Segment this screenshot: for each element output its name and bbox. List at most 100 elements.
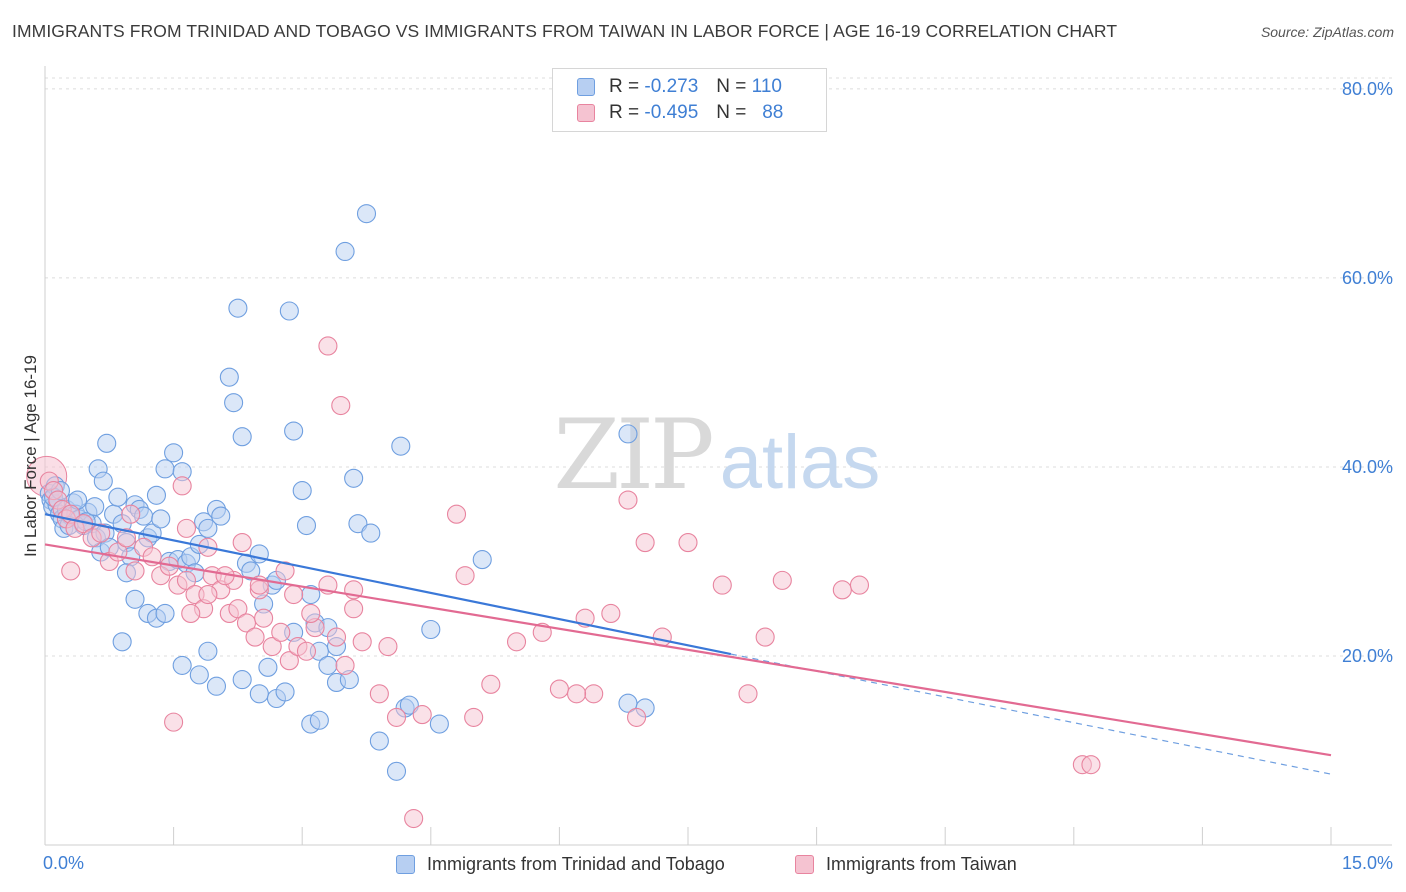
y-tick-label: 80.0% — [1342, 79, 1393, 99]
point-trinidad — [189, 665, 209, 685]
point-trinidad — [296, 515, 317, 536]
point-taiwan — [254, 608, 274, 628]
legend-swatch-taiwan — [577, 104, 595, 122]
point-taiwan — [331, 395, 351, 416]
point-taiwan — [1081, 755, 1101, 775]
correlation-legend: R = -0.273 N = 110 R = -0.495 N = 88 — [552, 68, 827, 132]
point-taiwan — [279, 651, 299, 671]
point-taiwan — [549, 679, 569, 699]
point-trinidad — [97, 433, 117, 453]
point-trinidad — [292, 481, 312, 501]
bottom-legend-swatch-taiwan — [795, 854, 814, 874]
point-taiwan — [121, 504, 141, 524]
point-taiwan — [271, 622, 291, 642]
point-taiwan — [635, 533, 655, 553]
point-taiwan — [318, 336, 338, 356]
point-taiwan — [228, 599, 248, 619]
point-taiwan — [181, 603, 201, 623]
point-taiwan — [532, 622, 552, 642]
bottom-legend-taiwan: Immigrants from Taiwan — [795, 852, 1017, 876]
point-taiwan — [678, 533, 698, 553]
legend-n-value: 88 — [762, 102, 784, 123]
point-trinidad — [391, 436, 411, 456]
point-trinidad — [146, 485, 167, 505]
point-taiwan — [412, 705, 432, 725]
point-trinidad — [399, 695, 419, 715]
point-trinidad — [472, 550, 492, 570]
point-trinidad — [284, 421, 304, 441]
legend-r-value: -0.495 — [644, 102, 699, 123]
point-trinidad — [232, 670, 252, 690]
point-trinidad — [369, 731, 389, 751]
legend-swatch-trinidad — [577, 78, 595, 96]
trend-lines — [44, 513, 1332, 775]
point-taiwan — [464, 707, 484, 727]
point-taiwan — [232, 533, 252, 553]
point-taiwan — [262, 636, 282, 657]
point-taiwan — [125, 561, 145, 581]
point-taiwan — [386, 707, 407, 727]
point-taiwan — [652, 627, 672, 647]
point-trinidad — [249, 684, 269, 704]
point-taiwan — [296, 641, 317, 661]
point-taiwan — [481, 674, 501, 694]
point-taiwan — [618, 490, 638, 510]
bottom-legend-label-trinidad: Immigrants from Trinidad and Tobago — [427, 853, 725, 874]
point-taiwan — [738, 684, 758, 704]
point-taiwan — [446, 504, 467, 524]
x-tick-labels: 0.0% 15.0% — [43, 853, 1393, 873]
point-trinidad — [224, 393, 244, 413]
point-taiwan — [116, 528, 136, 548]
point-taiwan — [176, 570, 197, 590]
point-trinidad — [206, 676, 227, 696]
point-trinidad — [232, 427, 252, 447]
point-taiwan — [198, 584, 218, 605]
point-trinidad — [279, 301, 299, 321]
bottom-legend-trinidad: Immigrants from Trinidad and Tobago — [396, 852, 725, 876]
trend-line-taiwan — [44, 543, 1332, 757]
point-taiwan — [326, 627, 347, 647]
legend-r-label: R = — [609, 102, 640, 123]
point-taiwan — [275, 561, 295, 581]
point-trinidad — [356, 204, 377, 224]
point-taiwan — [601, 603, 621, 623]
point-taiwan — [369, 684, 389, 704]
legend-n-label: N = — [716, 76, 747, 97]
chart-title: IMMIGRANTS FROM TRINIDAD AND TOBAGO VS I… — [12, 21, 1118, 41]
point-taiwan — [566, 684, 587, 704]
point-taiwan — [301, 603, 321, 623]
point-trinidad — [151, 509, 171, 529]
point-trinidad — [275, 682, 295, 702]
point-taiwan — [584, 684, 604, 704]
point-trinidad — [125, 589, 145, 609]
point-trinidad — [241, 561, 261, 581]
point-taiwan — [455, 566, 475, 586]
point-taiwan — [772, 570, 792, 590]
point-trinidad — [335, 241, 355, 262]
point-taiwan — [755, 627, 775, 647]
watermark-atlas: atlas — [720, 420, 881, 505]
point-trinidad — [421, 619, 441, 640]
x-tick-label: 15.0% — [1342, 853, 1393, 873]
point-trinidad — [198, 641, 218, 661]
point-taiwan — [335, 655, 355, 675]
point-taiwan — [627, 707, 647, 727]
point-trinidad — [155, 459, 175, 479]
data-points — [26, 204, 1101, 829]
point-trinidad — [108, 487, 128, 507]
watermark: ZIP atlas — [553, 399, 880, 511]
point-trinidad — [112, 632, 132, 652]
legend-n-label: N = — [716, 102, 747, 123]
watermark-zip: ZIP — [553, 399, 712, 511]
point-trinidad — [93, 471, 113, 491]
y-tick-label: 40.0% — [1342, 457, 1393, 477]
point-trinidad — [219, 367, 239, 387]
bottom-legend-swatch-trinidad — [396, 854, 415, 874]
source-credit: Source: ZipAtlas.com — [1260, 24, 1394, 40]
point-taiwan — [506, 632, 527, 652]
y-tick-label: 20.0% — [1342, 646, 1393, 666]
point-trinidad — [172, 655, 192, 675]
legend-row-trinidad: R = -0.273 N = 110 — [577, 75, 782, 99]
point-taiwan — [378, 636, 398, 657]
